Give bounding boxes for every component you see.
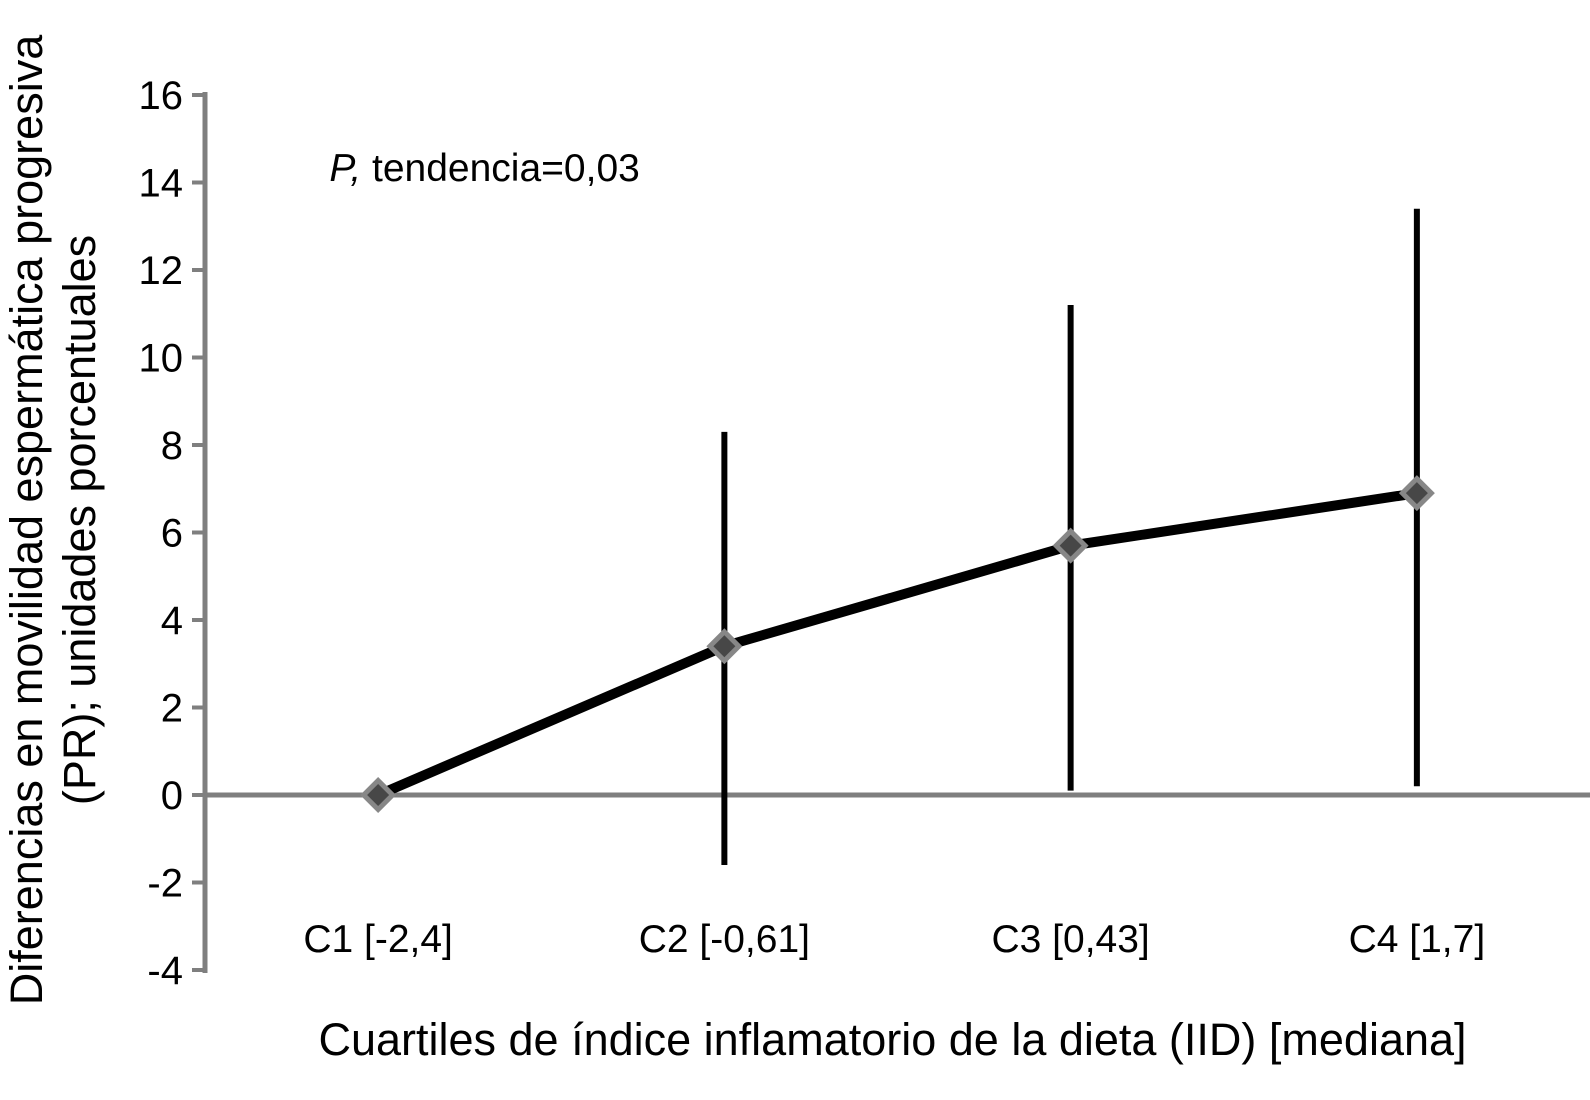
data-point-marker-inner (1405, 482, 1428, 505)
p-trend-annotation: P, tendencia=0,03 (286, 103, 640, 235)
y-tick-label: -4 (147, 949, 183, 993)
y-tick-label: 10 (139, 337, 184, 381)
y-tick-label: 8 (161, 424, 183, 468)
y-tick-label: 16 (139, 74, 184, 118)
x-category-label: C4 [1,7] (1349, 918, 1486, 961)
data-point-marker-inner (367, 784, 390, 806)
p-trend-annotation-text: tendencia=0,03 (361, 147, 640, 190)
y-tick-label: 2 (161, 687, 183, 731)
y-tick-label: -2 (147, 862, 183, 906)
data-point-marker-inner (713, 635, 736, 658)
y-tick-label: 0 (161, 774, 183, 818)
x-category-label: C1 [-2,4] (303, 918, 453, 961)
trend-line (376, 488, 1418, 800)
y-axis-title-line-2: (PR); unidades porcentuales (54, 234, 105, 806)
y-tick-label: 4 (161, 599, 183, 643)
y-tick-label: 12 (139, 249, 184, 293)
x-category-label: C2 [-0,61] (639, 918, 810, 961)
y-tick-label: 6 (161, 512, 183, 556)
y-tick-label: 14 (139, 162, 184, 206)
y-axis-title: Diferencias en movilidad espermática pro… (0, 35, 106, 1005)
p-trend-annotation-italic-p: P, (329, 147, 362, 190)
y-axis-title-line-1: Diferencias en movilidad espermática pro… (1, 34, 52, 1006)
x-category-label: C3 [0,43] (991, 918, 1149, 961)
data-point-marker-inner (1059, 534, 1082, 557)
x-axis-title: Cuartiles de índice inflamatorio de la d… (318, 1014, 1467, 1065)
